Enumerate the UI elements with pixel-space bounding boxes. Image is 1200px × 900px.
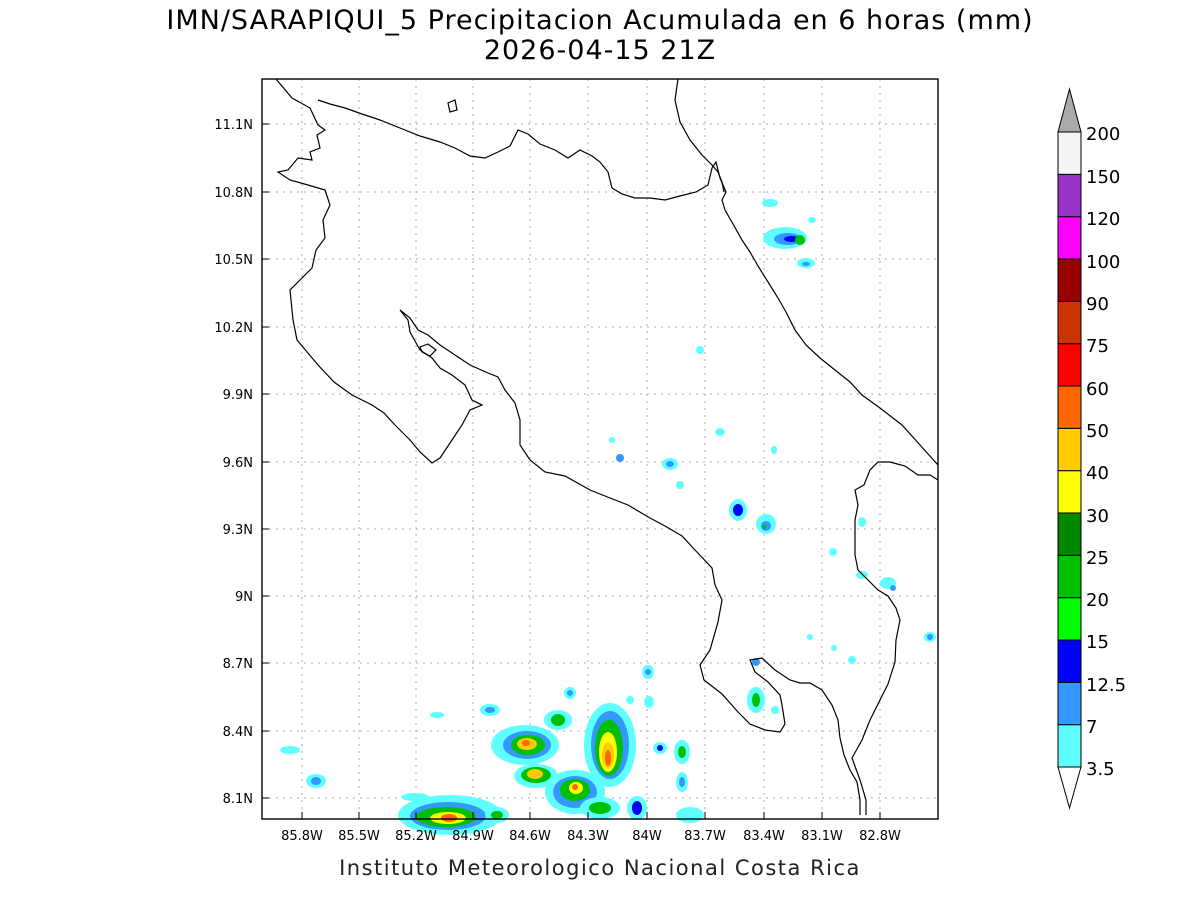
colorbar-labels: 3.5 7 12.5 15 20 25 30 40 50 60 75 90 10…: [1086, 124, 1126, 780]
colorbar-box: [1057, 427, 1082, 472]
lat-label: 10.2N: [214, 321, 253, 336]
map-title: IMN/SARAPIQUI_5 Precipitacion Acumulada …: [166, 5, 1034, 36]
map-panel: [261, 78, 939, 835]
colorbar-label: 100: [1086, 252, 1120, 273]
colorbar-label: 25: [1086, 548, 1109, 569]
colorbar-box: [1057, 385, 1082, 429]
lon-label: 84.6W: [509, 829, 551, 844]
lon-label: 85.8W: [281, 829, 323, 844]
colorbar-label: 40: [1086, 463, 1109, 484]
lat-label: 9.6N: [223, 456, 253, 471]
lat-label: 8.7N: [223, 657, 253, 672]
colorbar-label: 200: [1086, 124, 1120, 145]
colorbar-label: 12.5: [1086, 675, 1126, 696]
colorbar-label: 15: [1086, 632, 1109, 653]
precipitation-field: [280, 199, 936, 835]
lat-label: 10.8N: [214, 186, 253, 201]
colorbar-label: 7: [1086, 717, 1097, 738]
credit-text: Instituto Meteorologico Nacional Costa R…: [339, 856, 861, 880]
colorbar-box: [1057, 300, 1082, 345]
lon-label: 83.1W: [801, 829, 843, 844]
colorbar-label: 150: [1086, 167, 1120, 188]
colorbar-label: 60: [1086, 379, 1109, 400]
colorbar: 3.5 7 12.5 15 20 25 30 40 50 60 75 90 10…: [1057, 87, 1126, 810]
lat-label: 9N: [235, 590, 253, 605]
colorbar-label: 75: [1086, 336, 1109, 357]
colorbar-box: [1057, 724, 1082, 768]
colorbar-box: [1057, 470, 1082, 514]
colorbar-label: 120: [1086, 209, 1120, 230]
lat-label: 9.9N: [223, 388, 253, 403]
colorbar-box: [1057, 639, 1082, 683]
lat-label: 8.1N: [223, 792, 253, 807]
lat-label: 11.1N: [214, 118, 253, 133]
lon-label: 83.7W: [684, 829, 726, 844]
colorbar-label: 90: [1086, 294, 1109, 315]
colorbar-box: [1057, 597, 1082, 641]
colorbar-box: [1057, 512, 1082, 556]
lat-label: 8.4N: [223, 725, 253, 740]
lon-label: 83.4W: [743, 829, 785, 844]
longitude-labels: 85.8W 85.5W 85.2W 84.9W 84.6W 84.3W 84W …: [281, 829, 901, 844]
lon-label: 85.5W: [338, 829, 380, 844]
lon-label: 82.8W: [859, 829, 901, 844]
colorbar-box: [1057, 131, 1082, 175]
colorbar-label: 20: [1086, 590, 1109, 611]
map-valid-time: 2026-04-15 21Z: [483, 35, 717, 66]
colorbar-bottom-arrow: [1057, 766, 1082, 810]
latitude-labels: 11.1N 10.8N 10.5N 10.2N 9.9N 9.6N 9.3N 9…: [214, 118, 253, 807]
coastline: [275, 78, 939, 815]
colorbar-box: [1057, 343, 1082, 387]
map-frame: [261, 78, 939, 820]
colorbar-box: [1057, 216, 1082, 260]
colorbar-boxes: [1057, 131, 1082, 768]
colorbar-box: [1057, 681, 1082, 726]
colorbar-label: 30: [1086, 506, 1109, 527]
colorbar-box: [1057, 554, 1082, 599]
lon-label: 84.3W: [567, 829, 609, 844]
colorbar-label: 50: [1086, 421, 1109, 442]
lon-label: 84W: [632, 829, 662, 844]
colorbar-label: 3.5: [1086, 759, 1115, 780]
grid-lines: [262, 79, 938, 819]
colorbar-box: [1057, 258, 1082, 302]
colorbar-top-arrow: [1057, 87, 1082, 133]
lon-label: 84.9W: [452, 829, 494, 844]
axis-ticks: [262, 123, 881, 819]
lon-label: 85.2W: [395, 829, 437, 844]
colorbar-box: [1057, 173, 1082, 218]
lat-label: 9.3N: [223, 523, 253, 538]
lat-label: 10.5N: [214, 253, 253, 268]
